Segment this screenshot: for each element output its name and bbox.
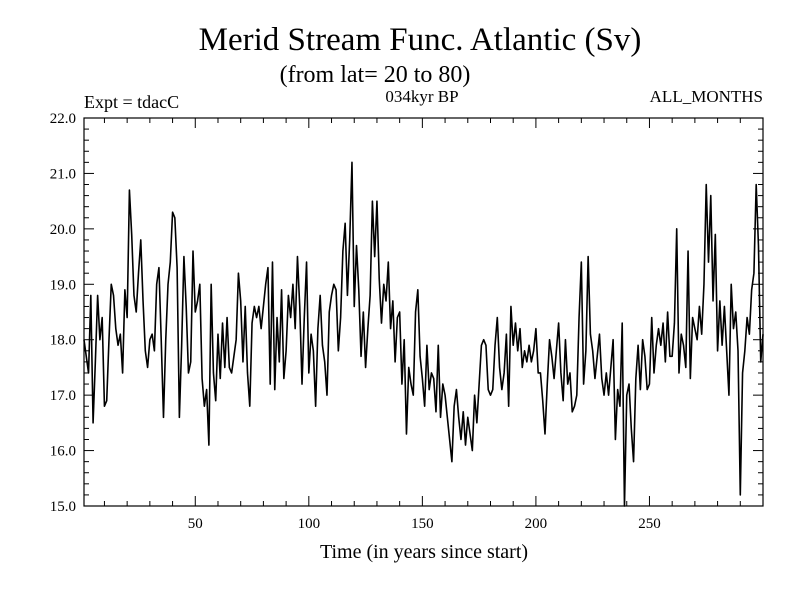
- chart-subtitle: (from lat= 20 to 80): [280, 62, 471, 88]
- y-tick-label: 18.0: [50, 333, 76, 349]
- y-tick-label: 22.0: [50, 111, 76, 127]
- tick-labels: 15.0 16.0 17.0 18.0 19.0 20.0 21.0 22.0 50 100 150…: [50, 111, 661, 532]
- y-tick-label: 16.0: [50, 444, 76, 460]
- chart-title: Merid Stream Func. Atlantic (Sv): [199, 22, 642, 58]
- plot-frame: [83, 117, 764, 507]
- y-tick-label: 17.0: [50, 388, 76, 404]
- x-tick-label: 200: [525, 516, 548, 532]
- axes: [84, 117, 763, 507]
- period-label: 034kyr BP: [385, 87, 458, 106]
- months-label: ALL_MONTHS: [650, 87, 763, 106]
- experiment-label: Expt = tdacC: [84, 92, 179, 112]
- x-tick-label: 50: [188, 516, 203, 532]
- series-layer: [83, 161, 764, 507]
- y-tick-label: 20.0: [50, 222, 76, 238]
- y-tick-label: 21.0: [50, 166, 76, 182]
- x-tick-label: 150: [411, 516, 434, 532]
- y-tick-label: 19.0: [50, 277, 76, 293]
- x-axis-label: Time (in years since start): [320, 541, 528, 563]
- series-line: [83, 161, 764, 507]
- x-tick-label: 100: [298, 516, 321, 532]
- y-tick-label: 15.0: [50, 499, 76, 515]
- x-tick-label: 250: [638, 516, 661, 532]
